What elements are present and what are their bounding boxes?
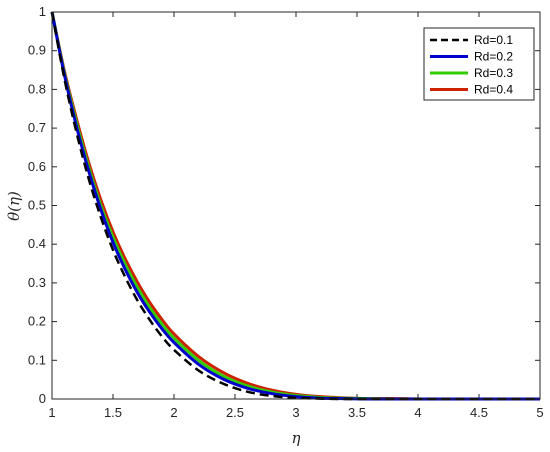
x-tick-label: 3 bbox=[292, 405, 299, 420]
legend-label: Rd=0.2 bbox=[474, 50, 513, 64]
y-tick-label: 0.9 bbox=[28, 43, 46, 58]
legend: Rd=0.1 Rd=0.2 Rd=0.3 Rd=0.4 bbox=[423, 27, 535, 101]
y-tick-labels: 0 0.1 0.2 0.3 0.4 0.5 0.6 0.7 0.8 0.9 1 bbox=[28, 4, 46, 406]
x-tick-labels: 1 1.5 2 2.5 3 3.5 4 4.5 5 bbox=[48, 405, 543, 420]
x-tick-label: 5 bbox=[536, 405, 543, 420]
legend-label: Rd=0.4 bbox=[474, 83, 513, 97]
x-tick-label: 4.5 bbox=[470, 405, 488, 420]
legend-label: Rd=0.3 bbox=[474, 66, 513, 80]
y-tick-label: 0.8 bbox=[28, 81, 46, 96]
legend-label: Rd=0.1 bbox=[474, 33, 513, 47]
y-tick-label: 0.4 bbox=[28, 236, 46, 251]
y-tick-label: 0.3 bbox=[28, 275, 46, 290]
y-tick-label: 0.6 bbox=[28, 159, 46, 174]
x-tick-label: 3.5 bbox=[348, 405, 366, 420]
y-tick-label: 0.7 bbox=[28, 120, 46, 135]
y-tick-label: 1 bbox=[39, 4, 46, 19]
y-axis-title: θ(η) bbox=[5, 191, 23, 221]
x-tick-label: 2 bbox=[170, 405, 177, 420]
x-tick-label: 4 bbox=[414, 405, 421, 420]
x-tick-label: 2.5 bbox=[226, 405, 244, 420]
y-tick-label: 0.5 bbox=[28, 198, 46, 213]
x-tick-label: 1.5 bbox=[104, 405, 122, 420]
x-tick-label: 1 bbox=[48, 405, 55, 420]
y-tick-label: 0.1 bbox=[28, 352, 46, 367]
y-tick-label: 0.2 bbox=[28, 314, 46, 329]
plot-frame bbox=[51, 11, 541, 400]
x-axis-title: η bbox=[292, 429, 301, 447]
series-line-rd-0-1 bbox=[50, 11, 540, 401]
y-tick-label: 0 bbox=[39, 391, 46, 406]
